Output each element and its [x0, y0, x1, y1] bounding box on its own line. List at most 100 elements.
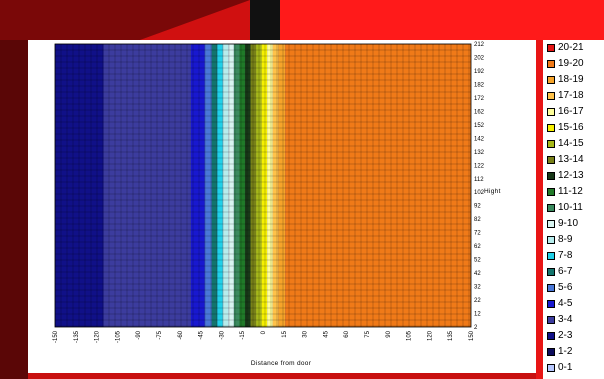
- y-tick-label: 212: [474, 42, 485, 48]
- y-tick-label: 182: [474, 82, 485, 88]
- y-tick-label: 72: [474, 231, 481, 237]
- y-tick-label: 152: [474, 123, 485, 129]
- legend-item: 15-16: [547, 122, 584, 134]
- legend-label: 17-18: [558, 90, 584, 101]
- legend-item: 4-5: [547, 298, 572, 310]
- x-tick-label: 120: [427, 330, 433, 341]
- contour-band-12-13: [244, 44, 251, 327]
- contour-band-17-18: [272, 44, 279, 327]
- x-tick-label: 90: [386, 330, 392, 337]
- y-tick-label: 62: [474, 244, 481, 250]
- contour-band-18-19: [278, 44, 286, 327]
- legend-label: 16-17: [558, 106, 584, 117]
- legend-swatch: [547, 332, 555, 340]
- legend-label: 5-6: [558, 282, 573, 293]
- x-tick-label: -90: [136, 330, 142, 339]
- legend-item: 3-4: [547, 314, 572, 326]
- legend-label: 4-5: [558, 298, 573, 309]
- x-tick-label: -120: [95, 330, 101, 343]
- legend-label: 7-8: [558, 250, 573, 261]
- y-tick-label: 162: [474, 109, 485, 115]
- y-tick-label: 32: [474, 285, 481, 291]
- y-tick-label: 82: [474, 217, 481, 223]
- legend-label: 13-14: [558, 154, 584, 165]
- legend-item: 19-20: [547, 58, 584, 70]
- legend-swatch: [547, 188, 555, 196]
- legend-item: 20-21: [547, 42, 584, 54]
- y-tick-label: 52: [474, 258, 481, 264]
- legend-label: 0-1: [558, 362, 573, 373]
- y-tick-label: 112: [474, 177, 484, 183]
- legend-swatch: [547, 140, 555, 148]
- x-tick-label: -105: [115, 330, 121, 343]
- x-tick-label: 45: [323, 330, 329, 337]
- grid-lines: [54, 43, 472, 328]
- y-axis-label: Hight: [484, 188, 501, 195]
- contour-band-13-14: [250, 44, 257, 327]
- contour-band-5-6: [204, 44, 212, 327]
- contour-band-10-11: [233, 44, 240, 327]
- legend-swatch: [547, 284, 555, 292]
- y-tick-label: 202: [474, 55, 485, 61]
- legend-item: 12-13: [547, 170, 584, 182]
- y-tick-label: 2: [474, 325, 478, 331]
- legend-label: 2-3: [558, 330, 573, 341]
- legend-label: 20-21: [558, 42, 584, 53]
- legend: 20-21 19-20 18-19 17-18 16-17 15-16 14-15 13-14…: [543, 40, 604, 379]
- y-tick-label: 12: [474, 312, 481, 318]
- y-tick-label: 22: [474, 298, 481, 304]
- x-axis-ticks: -150 -135 -120 -105 -90 -75 -60 -45 -30 -15 0 15 30 4…: [53, 330, 475, 343]
- y-tick-label: 92: [474, 204, 481, 210]
- x-tick-label: -45: [199, 330, 205, 339]
- contour-band-8-9: [222, 44, 229, 327]
- y-tick-label: 132: [474, 150, 485, 156]
- legend-swatch: [547, 268, 555, 276]
- legend-swatch: [547, 108, 555, 116]
- heatmap-chart: -150 -135 -120 -105 -90 -75 -60 -45 -30 -15 0 15 30 4…: [53, 42, 501, 367]
- x-tick-label: -75: [157, 330, 163, 339]
- x-tick-label: 15: [282, 330, 288, 337]
- legend-swatch: [547, 60, 555, 68]
- plot-area: [55, 44, 471, 327]
- y-tick-label: 102: [474, 190, 485, 196]
- legend-label: 1-2: [558, 346, 573, 357]
- contour-band-11-12: [239, 44, 245, 327]
- legend-item: 6-7: [547, 266, 572, 278]
- legend-item: 7-8: [547, 250, 572, 262]
- legend-swatch: [547, 220, 555, 228]
- x-tick-label: -150: [53, 330, 59, 343]
- legend-swatch: [547, 172, 555, 180]
- x-tick-label: -30: [219, 330, 225, 339]
- y-tick-label: 192: [474, 69, 485, 75]
- legend-label: 8-9: [558, 234, 573, 245]
- legend-item: 13-14: [547, 154, 584, 166]
- x-tick-label: -15: [240, 330, 246, 339]
- legend-swatch: [547, 204, 555, 212]
- legend-swatch: [547, 316, 555, 324]
- contour-band-15-16: [261, 44, 268, 327]
- legend-label: 12-13: [558, 170, 584, 181]
- legend-label: 6-7: [558, 266, 573, 277]
- legend-swatch: [547, 252, 555, 260]
- contour-band-4-5: [190, 44, 205, 327]
- legend-label: 18-19: [558, 74, 584, 85]
- y-tick-label: 172: [474, 96, 485, 102]
- legend-item: 9-10: [547, 218, 578, 230]
- legend-swatch: [547, 348, 555, 356]
- legend-item: 0-1: [547, 362, 572, 374]
- legend-item: 17-18: [547, 90, 584, 102]
- contour-band-3-4: [103, 44, 191, 327]
- x-tick-label: 150: [469, 330, 475, 341]
- x-tick-label: 60: [344, 330, 350, 337]
- legend-label: 11-12: [558, 186, 583, 197]
- contour-band-2-3: [55, 44, 104, 327]
- legend-item: 18-19: [547, 74, 584, 86]
- y-axis-ticks: 2122232425262728292102112122132142152162…: [474, 42, 485, 331]
- legend-label: 14-15: [558, 138, 584, 149]
- x-tick-label: -135: [74, 330, 80, 343]
- legend-label: 19-20: [558, 58, 584, 69]
- legend-item: 1-2: [547, 346, 572, 358]
- legend-label: 15-16: [558, 122, 584, 133]
- contour-band-9-10: [228, 44, 234, 327]
